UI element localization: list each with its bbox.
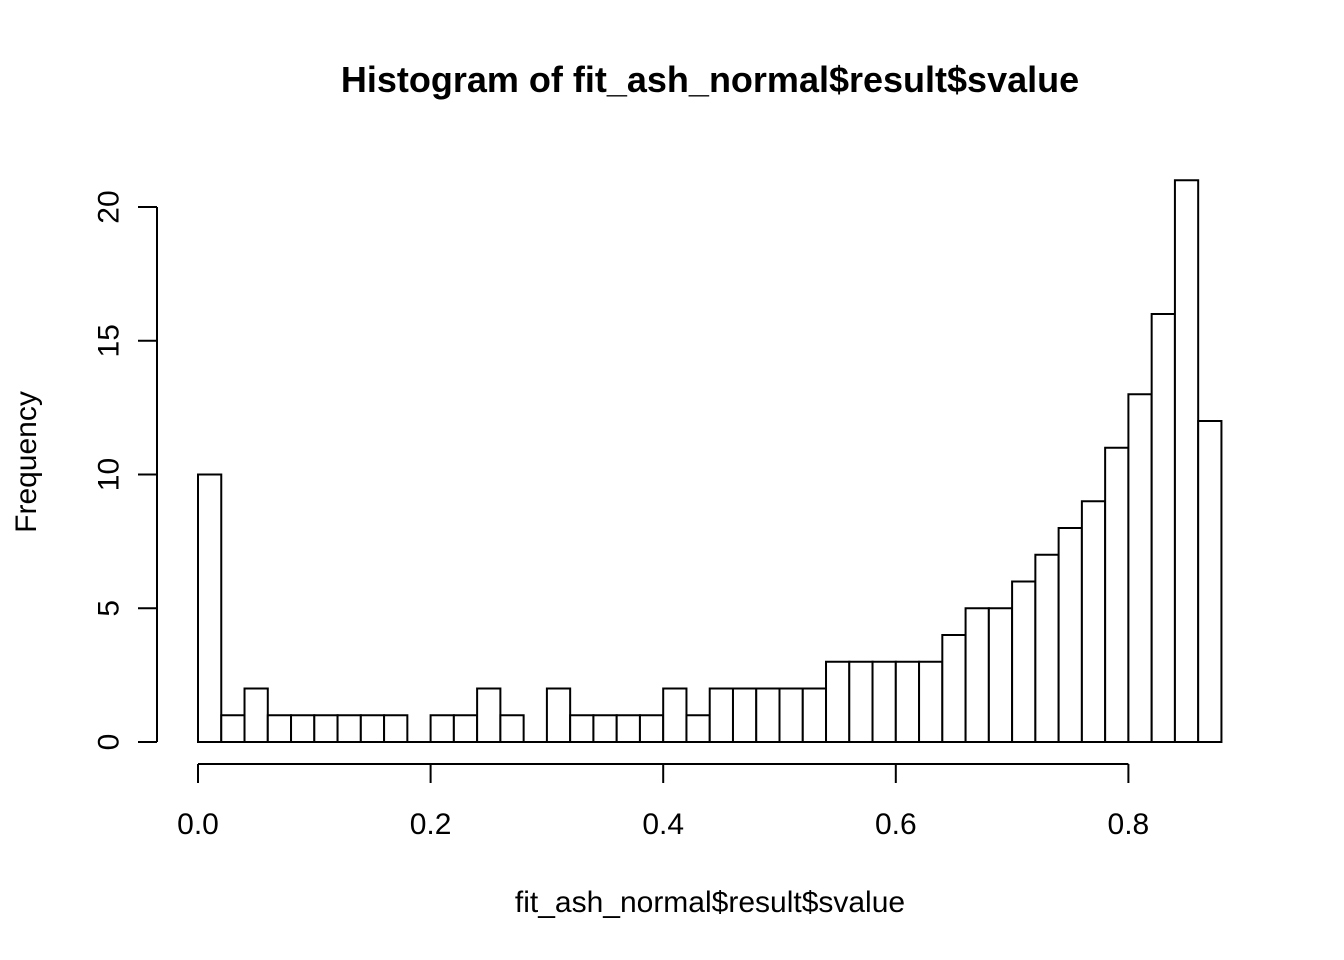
histogram-bar (266, 714, 293, 743)
histogram-bar (452, 714, 479, 743)
histogram-bar (1011, 580, 1037, 743)
histogram-bar (894, 660, 921, 743)
histogram-bar (1150, 313, 1176, 743)
histogram-bar (731, 687, 758, 743)
bars-group (197, 179, 1223, 743)
histogram-bar (290, 714, 316, 743)
histogram-bar (313, 714, 339, 743)
histogram-bar (545, 687, 572, 743)
y-tick-label: 5 (93, 600, 126, 617)
y-tick-label: 10 (93, 458, 126, 491)
histogram-bar (662, 687, 688, 743)
x-tick-label: 0.8 (1108, 808, 1150, 841)
histogram-bar (638, 714, 665, 743)
histogram-bar (383, 714, 409, 743)
histogram-bar (964, 607, 990, 743)
y-tick-label: 15 (93, 324, 126, 357)
histogram-bar (1080, 500, 1107, 743)
histogram-bar (592, 714, 618, 743)
histogram-bar (1034, 553, 1060, 743)
histogram-bar (220, 714, 246, 743)
histogram-bar (615, 714, 641, 743)
y-axis: 0 5 10 15 20 (93, 190, 158, 750)
histogram-bar (708, 687, 734, 743)
histogram-bar (336, 714, 362, 743)
histogram-bar (825, 660, 851, 743)
histogram-bar (569, 714, 595, 743)
y-tick-label: 0 (93, 734, 126, 751)
x-tick-label: 0.2 (410, 808, 452, 841)
histogram-bar (243, 687, 269, 743)
histogram-bar (801, 687, 828, 743)
histogram-bar (987, 607, 1014, 743)
histogram-bar (755, 687, 781, 743)
histogram-bar (429, 714, 455, 743)
x-tick-label: 0.4 (642, 808, 684, 841)
histogram-bar (1127, 393, 1153, 743)
x-tick-label: 0.6 (875, 808, 917, 841)
histogram-bar (1104, 446, 1130, 743)
histogram-bar (685, 714, 711, 743)
chart-title: Histogram of fit_ash_normal$result$svalu… (341, 59, 1079, 100)
histogram-bar (918, 660, 944, 743)
x-axis: 0.0 0.2 0.4 0.6 0.8 (177, 763, 1150, 841)
y-tick-label: 20 (93, 190, 126, 223)
histogram-bar (871, 660, 897, 743)
histogram-bar (848, 660, 874, 743)
histogram-bar (359, 714, 386, 743)
histogram-bar (499, 714, 525, 743)
histogram-bar (1057, 527, 1083, 743)
histogram-bar (476, 687, 502, 743)
x-axis-label: fit_ash_normal$result$svalue (515, 886, 905, 919)
histogram-bar (1173, 179, 1200, 743)
histogram-bar (1197, 420, 1223, 743)
x-tick-label: 0.0 (177, 808, 219, 841)
y-axis-label: Frequency (10, 391, 43, 533)
histogram-bar (197, 473, 223, 743)
histogram-bar (941, 634, 967, 743)
histogram-bar (778, 687, 804, 743)
